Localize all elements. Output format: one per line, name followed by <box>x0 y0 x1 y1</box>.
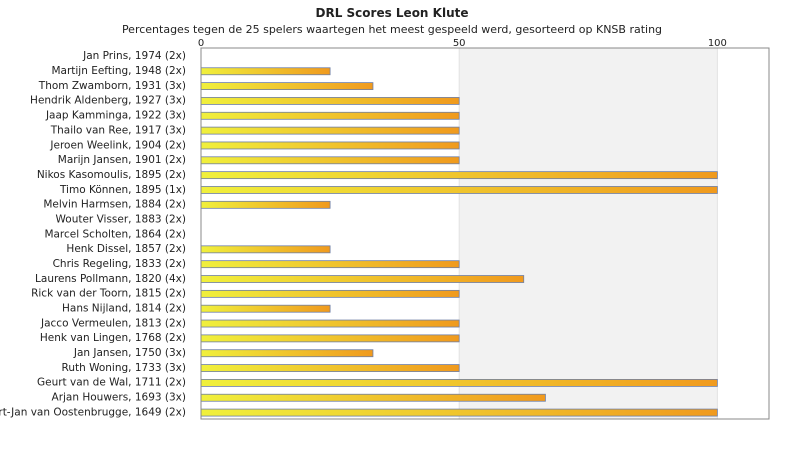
bar <box>200 200 331 209</box>
category-label: Jeroen Weelink, 1904 (2x) <box>49 139 186 151</box>
category-label: Jan Prins, 1974 (2x) <box>82 50 186 62</box>
category-label: Nikos Kasomoulis, 1895 (2x) <box>37 169 186 181</box>
category-label: Hans Nijland, 1814 (2x) <box>62 303 186 315</box>
plot-background <box>201 48 769 419</box>
bar <box>200 289 460 298</box>
bar <box>200 67 331 76</box>
bar <box>200 378 718 387</box>
plot-band <box>201 48 460 419</box>
bar <box>200 408 718 417</box>
bar <box>200 126 460 135</box>
plot-band <box>459 48 718 419</box>
bar <box>200 245 331 254</box>
category-label: Gert-Jan van Oostenbrugge, 1649 (2x) <box>0 406 186 418</box>
bar <box>200 260 460 269</box>
bar <box>200 349 374 358</box>
category-label: Timo Können, 1895 (1x) <box>59 184 186 196</box>
category-label: Ruth Woning, 1733 (3x) <box>62 362 187 374</box>
category-label: Henk van Lingen, 1768 (2x) <box>40 332 186 344</box>
plot-frame <box>200 47 770 420</box>
category-label: Henk Dissel, 1857 (2x) <box>66 243 186 255</box>
category-label: Geurt van de Wal, 1711 (2x) <box>37 377 186 389</box>
bar <box>200 319 460 328</box>
x-tick-label: 0 <box>198 38 204 49</box>
bar <box>200 334 460 343</box>
category-label: Marijn Jansen, 1901 (2x) <box>58 154 186 166</box>
category-label: Jan Jansen, 1750 (3x) <box>73 347 186 359</box>
x-tick-label: 50 <box>453 38 466 49</box>
bar <box>200 186 718 194</box>
bar <box>200 304 331 313</box>
category-label: Laurens Pollmann, 1820 (4x) <box>35 273 186 285</box>
category-label: Thailo van Ree, 1917 (3x) <box>50 124 186 136</box>
category-label: Thom Zwamborn, 1931 (3x) <box>38 80 186 92</box>
category-label: Rick van der Toorn, 1815 (2x) <box>31 288 186 300</box>
category-label: Marcel Scholten, 1864 (2x) <box>44 228 186 240</box>
category-label: Melvin Harmsen, 1884 (2x) <box>43 199 186 211</box>
category-label: Chris Regeling, 1833 (2x) <box>53 258 186 270</box>
bar <box>200 97 460 105</box>
category-label: Jaap Kamminga, 1922 (3x) <box>45 110 186 122</box>
bar <box>200 156 460 165</box>
category-label: Jacco Vermeulen, 1813 (2x) <box>40 317 186 329</box>
bar <box>200 171 718 180</box>
bar <box>200 82 374 90</box>
bar <box>200 141 460 150</box>
bars <box>200 67 718 417</box>
bar <box>200 111 460 120</box>
bar <box>200 364 460 372</box>
category-label: Martijn Eefting, 1948 (2x) <box>51 65 186 77</box>
chart-subtitle: Percentages tegen de 25 spelers waartege… <box>122 23 662 36</box>
category-labels: Jan Prins, 1974 (2x) Martijn Eefting, 194… <box>0 50 186 418</box>
category-label: Wouter Visser, 1883 (2x) <box>56 213 187 225</box>
category-label: Arjan Houwers, 1693 (3x) <box>52 392 186 404</box>
x-tick-label: 100 <box>708 38 727 49</box>
plot-band <box>717 48 769 419</box>
bar <box>200 393 546 402</box>
category-label: Hendrik Aldenberg, 1927 (3x) <box>30 95 186 107</box>
chart-title: DRL Scores Leon Klute <box>316 6 469 20</box>
bar <box>200 275 525 283</box>
